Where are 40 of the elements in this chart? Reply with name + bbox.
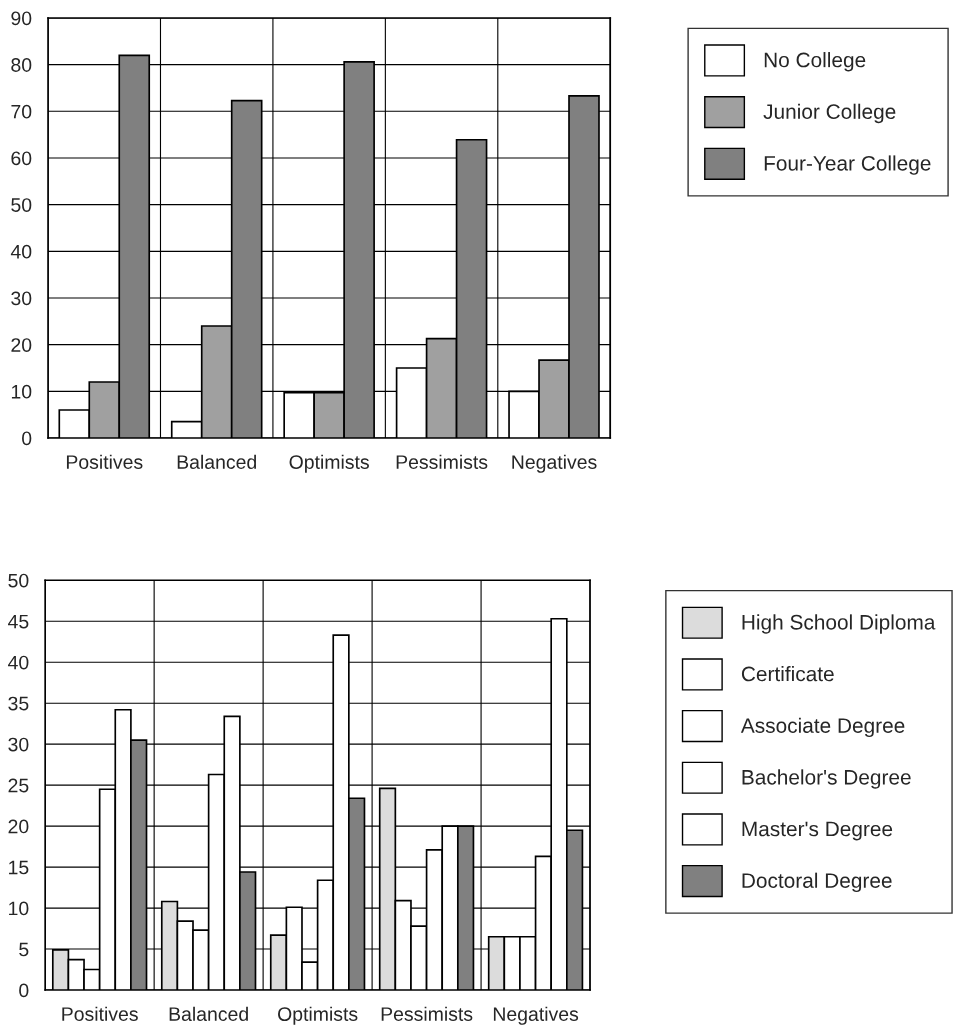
x-tick-label: Pessimists <box>381 1006 473 1021</box>
y-tick-label: 5 <box>19 942 29 957</box>
y-tick-label: 20 <box>8 819 29 834</box>
legend-label: Bachelor's Degree <box>742 769 911 789</box>
y-tick-label: 15 <box>9 860 29 875</box>
y-tick-label: 40 <box>10 244 32 259</box>
y-tick-label: 10 <box>9 901 29 916</box>
y-tick-label: 45 <box>8 614 29 629</box>
x-tick-label: Pessimists <box>396 454 488 469</box>
y-tick-label: 20 <box>11 338 32 352</box>
y-tick-label: 30 <box>11 291 32 306</box>
y-tick-label: 0 <box>19 983 29 998</box>
legend-label: Doctoral Degree <box>742 872 892 893</box>
legend-label: Four-Year College <box>764 155 931 175</box>
legend-label: Master's Degree <box>742 821 893 841</box>
legend-label: Certificate <box>741 665 834 682</box>
y-tick-label: 90 <box>11 11 32 26</box>
x-tick-label: Optimists <box>289 454 369 473</box>
legend-label: Associate Degree <box>740 717 905 738</box>
y-tick-label: 25 <box>8 778 29 793</box>
x-tick-label: Balanced <box>177 454 256 469</box>
y-tick-label: 70 <box>11 104 32 119</box>
y-tick-label: 35 <box>8 696 29 711</box>
legend-label: High School Diploma <box>742 614 936 634</box>
y-tick-label: 30 <box>8 737 29 752</box>
x-tick-label: Negatives <box>512 454 597 473</box>
y-tick-label: 50 <box>11 198 32 212</box>
x-tick-label: Optimists <box>278 1006 358 1025</box>
y-tick-label: 60 <box>11 151 32 166</box>
legend-label: No College <box>764 52 866 72</box>
x-tick-label: Positives <box>62 1006 138 1021</box>
y-tick-label: 40 <box>8 655 29 670</box>
x-tick-label: Negatives <box>493 1006 579 1025</box>
x-tick-label: Positives <box>66 454 143 469</box>
y-tick-label: 0 <box>22 431 32 446</box>
x-tick-label: Balanced <box>169 1006 248 1021</box>
y-tick-label: 50 <box>8 573 29 588</box>
y-tick-label: 80 <box>11 58 32 72</box>
legend-label: Junior College <box>763 103 896 124</box>
y-tick-label: 10 <box>11 384 32 399</box>
